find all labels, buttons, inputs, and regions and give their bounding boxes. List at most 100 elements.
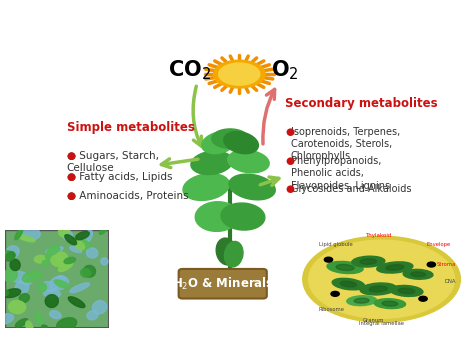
Ellipse shape: [224, 132, 258, 154]
Ellipse shape: [20, 275, 32, 285]
Ellipse shape: [15, 281, 29, 294]
Ellipse shape: [15, 229, 23, 240]
Ellipse shape: [40, 282, 57, 291]
Ellipse shape: [327, 261, 363, 274]
Text: Lipid globule: Lipid globule: [319, 242, 352, 247]
Ellipse shape: [403, 269, 433, 279]
Text: Phenylpropanoids,
Phenolic acids,
Flavonoides, Lignins: Phenylpropanoids, Phenolic acids, Flavon…: [291, 156, 390, 191]
Ellipse shape: [382, 301, 398, 306]
Ellipse shape: [303, 236, 460, 322]
Ellipse shape: [19, 294, 29, 303]
Ellipse shape: [229, 174, 275, 200]
Text: Simple metabolites: Simple metabolites: [66, 121, 194, 134]
Ellipse shape: [35, 312, 43, 325]
Text: DNA: DNA: [445, 279, 456, 284]
Text: CO$_2$: CO$_2$: [168, 58, 211, 82]
Ellipse shape: [42, 260, 48, 266]
FancyBboxPatch shape: [179, 269, 267, 298]
Text: Stroma: Stroma: [437, 262, 456, 267]
Text: Secondary metabolites: Secondary metabolites: [285, 97, 438, 110]
Text: ●: ●: [285, 184, 294, 194]
Ellipse shape: [84, 230, 92, 243]
Ellipse shape: [216, 238, 237, 265]
Ellipse shape: [51, 255, 65, 267]
Ellipse shape: [360, 283, 396, 295]
Ellipse shape: [50, 311, 61, 319]
Ellipse shape: [9, 272, 28, 282]
Ellipse shape: [10, 259, 20, 270]
Ellipse shape: [46, 245, 60, 260]
Ellipse shape: [352, 256, 385, 267]
Ellipse shape: [225, 242, 243, 267]
Ellipse shape: [6, 246, 19, 258]
Circle shape: [427, 262, 436, 267]
Ellipse shape: [87, 311, 98, 320]
Ellipse shape: [82, 240, 90, 248]
Ellipse shape: [42, 325, 48, 330]
Ellipse shape: [347, 296, 376, 306]
Ellipse shape: [81, 268, 91, 277]
Ellipse shape: [369, 286, 387, 292]
Ellipse shape: [75, 231, 89, 240]
Ellipse shape: [3, 290, 9, 296]
Ellipse shape: [336, 265, 354, 270]
Ellipse shape: [50, 276, 69, 290]
Ellipse shape: [16, 319, 27, 327]
Text: O$_2$: O$_2$: [271, 58, 299, 82]
Ellipse shape: [58, 227, 70, 237]
Ellipse shape: [45, 295, 58, 307]
Text: ● Fatty acids, Lipids: ● Fatty acids, Lipids: [66, 172, 172, 182]
Ellipse shape: [46, 247, 63, 254]
Ellipse shape: [65, 235, 77, 245]
Ellipse shape: [83, 266, 96, 277]
Ellipse shape: [195, 202, 239, 231]
Ellipse shape: [212, 129, 248, 148]
Text: ●: ●: [285, 127, 294, 136]
Text: ●: ●: [66, 151, 75, 161]
Circle shape: [331, 291, 339, 296]
Text: ● Sugars, Starch,
Cellulose: ● Sugars, Starch, Cellulose: [66, 151, 159, 173]
Ellipse shape: [332, 278, 365, 290]
Ellipse shape: [6, 252, 15, 261]
Ellipse shape: [360, 259, 376, 264]
Text: Integral lamellae: Integral lamellae: [359, 321, 404, 326]
Ellipse shape: [390, 285, 423, 296]
Ellipse shape: [70, 246, 82, 253]
Ellipse shape: [228, 150, 269, 173]
Ellipse shape: [55, 280, 69, 288]
Ellipse shape: [0, 314, 14, 324]
Ellipse shape: [57, 318, 77, 331]
Text: Envelope: Envelope: [427, 242, 451, 247]
Text: Granum: Granum: [363, 318, 384, 323]
Ellipse shape: [101, 258, 108, 265]
Ellipse shape: [86, 248, 98, 258]
Ellipse shape: [3, 289, 21, 298]
Ellipse shape: [70, 283, 90, 292]
Ellipse shape: [100, 228, 106, 235]
Ellipse shape: [75, 241, 84, 250]
Ellipse shape: [58, 262, 73, 272]
Circle shape: [419, 296, 427, 301]
Ellipse shape: [340, 281, 356, 287]
Ellipse shape: [62, 230, 73, 240]
Ellipse shape: [219, 63, 260, 85]
Ellipse shape: [4, 268, 17, 282]
Ellipse shape: [9, 300, 26, 314]
Text: Thylakoid: Thylakoid: [365, 233, 392, 238]
Ellipse shape: [213, 60, 265, 88]
Text: Isoprenoids, Terpenes,
Carotenoids, Sterols,
Chlorophylls: Isoprenoids, Terpenes, Carotenoids, Ster…: [291, 127, 400, 161]
Text: ●: ●: [66, 172, 75, 182]
Ellipse shape: [68, 297, 85, 307]
Ellipse shape: [410, 272, 426, 277]
Text: Glycosides and Alkaloids: Glycosides and Alkaloids: [291, 184, 411, 194]
Ellipse shape: [221, 203, 265, 230]
Ellipse shape: [38, 283, 46, 292]
Text: ●: ●: [66, 191, 75, 201]
Ellipse shape: [57, 276, 64, 282]
Ellipse shape: [64, 257, 76, 263]
Ellipse shape: [374, 299, 406, 309]
Text: ● Aminoacids, Proteins: ● Aminoacids, Proteins: [66, 191, 188, 201]
Ellipse shape: [43, 290, 61, 298]
Ellipse shape: [18, 227, 40, 240]
Ellipse shape: [183, 173, 229, 200]
